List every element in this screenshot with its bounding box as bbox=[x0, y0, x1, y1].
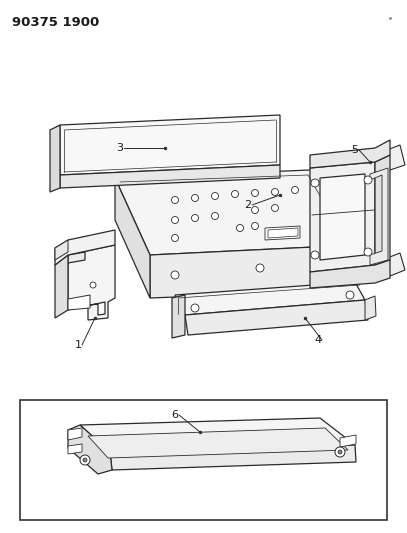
Circle shape bbox=[171, 235, 179, 241]
Circle shape bbox=[212, 213, 219, 220]
Circle shape bbox=[83, 458, 87, 462]
Polygon shape bbox=[310, 140, 390, 168]
Polygon shape bbox=[115, 170, 355, 255]
Polygon shape bbox=[80, 418, 355, 452]
Circle shape bbox=[364, 248, 372, 256]
Polygon shape bbox=[185, 300, 368, 335]
Polygon shape bbox=[68, 428, 82, 440]
Circle shape bbox=[90, 282, 96, 288]
Polygon shape bbox=[115, 178, 150, 298]
Text: 4: 4 bbox=[315, 335, 322, 345]
Circle shape bbox=[291, 187, 298, 193]
Polygon shape bbox=[50, 125, 60, 192]
Circle shape bbox=[232, 190, 239, 198]
Text: 3: 3 bbox=[116, 143, 123, 153]
Polygon shape bbox=[382, 253, 405, 276]
Circle shape bbox=[364, 176, 372, 184]
Polygon shape bbox=[268, 228, 298, 238]
Circle shape bbox=[256, 264, 264, 272]
Circle shape bbox=[171, 271, 179, 279]
Polygon shape bbox=[175, 282, 365, 315]
Polygon shape bbox=[340, 435, 356, 447]
Circle shape bbox=[252, 190, 258, 197]
Polygon shape bbox=[68, 425, 112, 474]
Circle shape bbox=[236, 224, 243, 231]
Polygon shape bbox=[310, 260, 390, 288]
Bar bbox=[20, 400, 387, 520]
Polygon shape bbox=[150, 245, 355, 298]
Polygon shape bbox=[55, 240, 68, 260]
Polygon shape bbox=[88, 428, 348, 458]
Polygon shape bbox=[68, 245, 115, 320]
Text: 90375 1900: 90375 1900 bbox=[12, 15, 99, 28]
Polygon shape bbox=[68, 295, 90, 310]
Circle shape bbox=[311, 251, 319, 259]
Polygon shape bbox=[55, 230, 115, 265]
Circle shape bbox=[212, 192, 219, 199]
Polygon shape bbox=[265, 226, 300, 240]
Polygon shape bbox=[55, 255, 68, 318]
Polygon shape bbox=[68, 252, 85, 263]
Circle shape bbox=[335, 447, 345, 457]
Text: 5: 5 bbox=[352, 145, 359, 155]
Polygon shape bbox=[172, 295, 185, 338]
Polygon shape bbox=[320, 174, 365, 260]
Circle shape bbox=[192, 214, 199, 222]
Circle shape bbox=[171, 197, 179, 204]
Circle shape bbox=[80, 455, 90, 465]
Polygon shape bbox=[382, 145, 405, 170]
Circle shape bbox=[252, 222, 258, 230]
Polygon shape bbox=[310, 162, 375, 272]
Polygon shape bbox=[370, 168, 388, 265]
Circle shape bbox=[311, 179, 319, 187]
Circle shape bbox=[338, 450, 342, 454]
Circle shape bbox=[346, 291, 354, 299]
Polygon shape bbox=[365, 296, 376, 320]
Polygon shape bbox=[60, 165, 280, 188]
Polygon shape bbox=[68, 444, 82, 454]
Circle shape bbox=[252, 206, 258, 214]
Circle shape bbox=[171, 216, 179, 223]
Circle shape bbox=[271, 205, 278, 212]
Polygon shape bbox=[375, 155, 390, 265]
Circle shape bbox=[191, 304, 199, 312]
Polygon shape bbox=[60, 115, 280, 175]
Circle shape bbox=[192, 195, 199, 201]
Text: 6: 6 bbox=[171, 410, 179, 420]
Polygon shape bbox=[110, 445, 356, 470]
Text: 2: 2 bbox=[245, 200, 252, 210]
Text: 1: 1 bbox=[74, 340, 81, 350]
Circle shape bbox=[271, 189, 278, 196]
